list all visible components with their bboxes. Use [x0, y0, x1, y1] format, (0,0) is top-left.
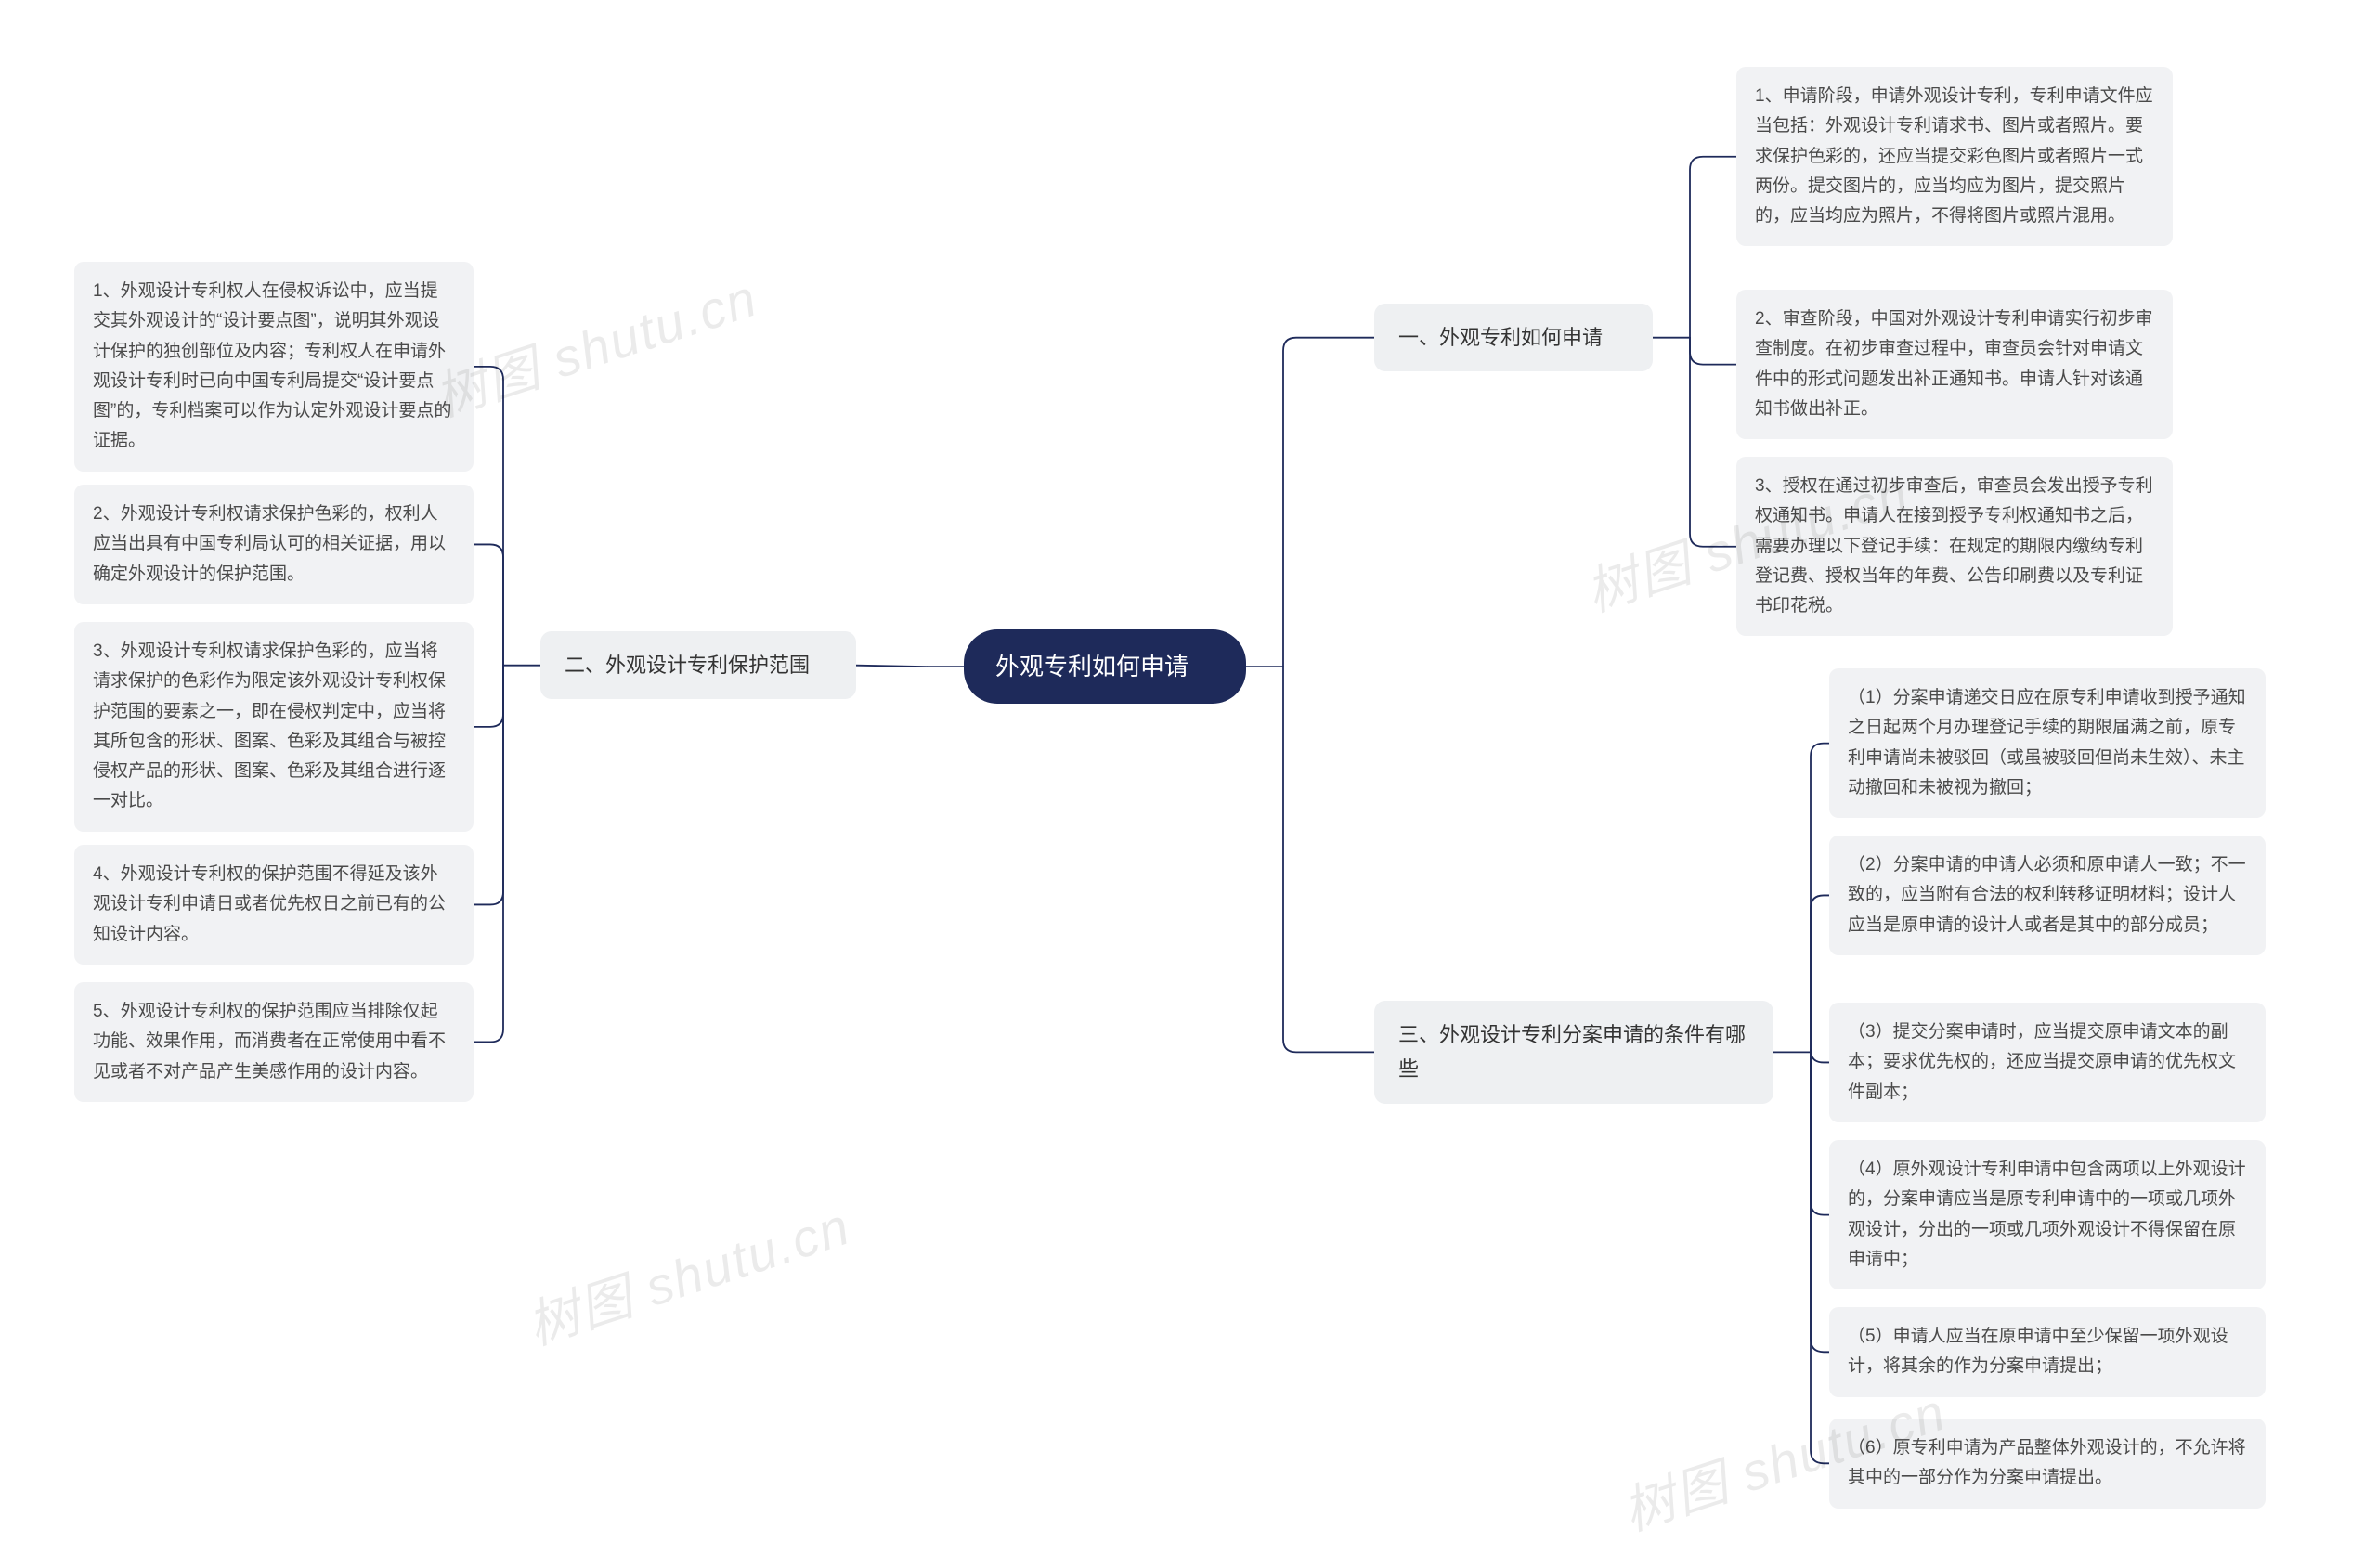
leaf-b2-4[interactable]: 4、外观设计专利权的保护范围不得延及该外观设计专利申请日或者优先权日之前已有的公…	[74, 845, 474, 965]
leaf-b3-4[interactable]: （4）原外观设计专利申请中包含两项以上外观设计的，分案申请应当是原专利申请中的一…	[1829, 1140, 2266, 1289]
leaf-b3-3[interactable]: （3）提交分案申请时，应当提交原申请文本的副本；要求优先权的，还应当提交原申请的…	[1829, 1003, 2266, 1122]
leaf-b2-5[interactable]: 5、外观设计专利权的保护范围应当排除仅起功能、效果作用，而消费者在正常使用中看不…	[74, 982, 474, 1102]
watermark: 树图 shutu.cn	[423, 256, 766, 432]
leaf-b2-1[interactable]: 1、外观设计专利权人在侵权诉讼中，应当提交其外观设计的“设计要点图”，说明其外观…	[74, 262, 474, 472]
leaf-b1-3[interactable]: 3、授权在通过初步审查后，审查员会发出授予专利权通知书。申请人在接到授予专利权通…	[1736, 457, 2173, 636]
leaf-b3-2[interactable]: （2）分案申请的申请人必须和原申请人一致；不一致的，应当附有合法的权利转移证明材…	[1829, 836, 2266, 955]
branch-protection-scope[interactable]: 二、外观设计专利保护范围	[540, 631, 856, 699]
watermark: 树图 shutu.cn	[516, 1185, 859, 1360]
branch-how-to-apply[interactable]: 一、外观专利如何申请	[1374, 304, 1653, 371]
leaf-b1-1[interactable]: 1、申请阶段，申请外观设计专利，专利申请文件应当包括：外观设计专利请求书、图片或…	[1736, 67, 2173, 246]
leaf-b1-2[interactable]: 2、审查阶段，中国对外观设计专利申请实行初步审查制度。在初步审查过程中，审查员会…	[1736, 290, 2173, 439]
leaf-b3-6[interactable]: （6）原专利申请为产品整体外观设计的，不允许将其中的一部分作为分案申请提出。	[1829, 1419, 2266, 1509]
mindmap-root-node[interactable]: 外观专利如何申请	[964, 629, 1246, 704]
leaf-b3-1[interactable]: （1）分案申请递交日应在原专利申请收到授予通知之日起两个月办理登记手续的期限届满…	[1829, 668, 2266, 818]
leaf-b3-5[interactable]: （5）申请人应当在原申请中至少保留一项外观设计，将其余的作为分案申请提出；	[1829, 1307, 2266, 1397]
branch-divisional-conditions[interactable]: 三、外观设计专利分案申请的条件有哪些	[1374, 1001, 1773, 1104]
leaf-b2-2[interactable]: 2、外观设计专利权请求保护色彩的，权利人应当出具有中国专利局认可的相关证据，用以…	[74, 485, 474, 604]
leaf-b2-3[interactable]: 3、外观设计专利权请求保护色彩的，应当将请求保护的色彩作为限定该外观设计专利权保…	[74, 622, 474, 832]
